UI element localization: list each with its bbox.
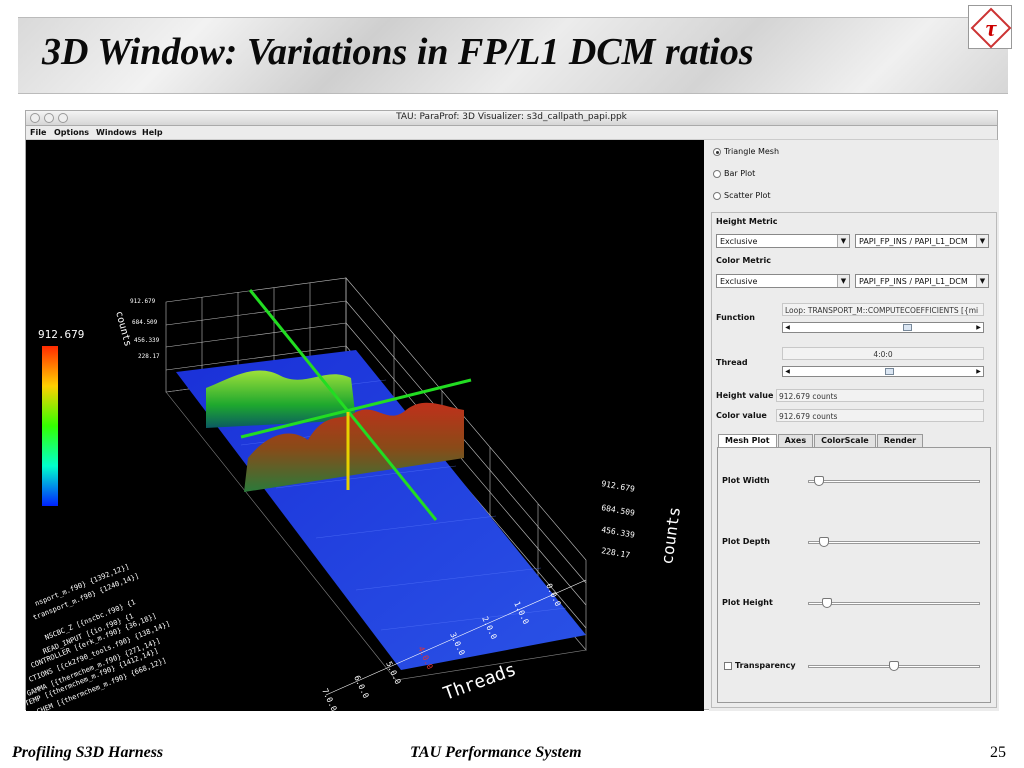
close-window-icon[interactable]: [30, 113, 40, 123]
legend-max-label: 912.679: [38, 328, 84, 341]
surface-peak-green: [206, 370, 356, 428]
slider-knob[interactable]: [818, 537, 829, 547]
tau-logo-icon: τ: [968, 5, 1012, 49]
left-axis-title: counts: [113, 310, 133, 348]
3d-scene: 912.679 912.679 684.509 456.339 228.17 c…: [26, 277, 684, 711]
radio-empty-icon: [713, 169, 721, 178]
arrow-right-icon: ▶: [976, 368, 981, 375]
right-tick-label: 228.17: [601, 546, 631, 560]
chevron-down-icon: ▼: [976, 275, 988, 287]
window-titlebar: TAU: ParaProf: 3D Visualizer: s3d_callpa…: [26, 111, 997, 126]
settings-tabs: Mesh Plot Axes ColorScale Render: [718, 434, 924, 447]
chevron-down-icon: ▼: [837, 275, 849, 287]
thread-tick-label: 6.0.0: [352, 674, 370, 700]
minimize-window-icon[interactable]: [44, 113, 54, 123]
plot-depth-label: Plot Depth: [722, 537, 771, 546]
thread-field: 4:0:0: [782, 347, 984, 360]
menu-help[interactable]: Help: [142, 128, 163, 137]
function-scrollbar[interactable]: ◀ ▶: [782, 322, 984, 333]
mesh-plot-tab-body: Plot Width Plot Depth Plot Height Transp…: [717, 447, 991, 703]
right-tick-label: 912.679: [601, 479, 636, 494]
function-axis-labels: NSCBC_Z [{nscbc.f90} {1 READ_INPUT [{io.…: [26, 563, 171, 711]
color-legend: [42, 346, 58, 506]
tab-axes[interactable]: Axes: [777, 434, 814, 447]
slide-title: 3D Window: Variations in FP/L1 DCM ratio…: [42, 31, 754, 73]
window-title: TAU: ParaProf: 3D Visualizer: s3d_callpa…: [396, 112, 627, 122]
function-field: Loop: TRANSPORT_M::COMPUTECOEFFICIENTS […: [782, 303, 984, 316]
tab-colorscale[interactable]: ColorScale: [814, 434, 876, 447]
height-value-type-select[interactable]: Exclusive ▼: [716, 234, 850, 248]
function-label: Function: [716, 313, 755, 322]
plot-depth-slider[interactable]: [808, 537, 980, 547]
color-value-label: Color value: [716, 411, 767, 420]
radio-triangle-mesh[interactable]: Triangle Mesh: [713, 147, 779, 156]
chevron-down-icon: ▼: [837, 235, 849, 247]
settings-group: Height Metric Exclusive ▼ PAPI_FP_INS / P…: [711, 212, 997, 708]
radio-empty-icon: [713, 191, 721, 200]
menu-bar: File Options Windows Help: [26, 126, 997, 140]
transparency-slider[interactable]: [808, 661, 980, 671]
plot-width-label: Plot Width: [722, 476, 770, 485]
tab-mesh-plot[interactable]: Mesh Plot: [718, 434, 777, 447]
height-value-label: Height value: [716, 391, 774, 400]
right-tick-label: 456.339: [601, 525, 636, 540]
color-value-type-select[interactable]: Exclusive ▼: [716, 274, 850, 288]
height-metric-select[interactable]: PAPI_FP_INS / PAPI_L1_DCM ▼: [855, 234, 989, 248]
surface-floor: [176, 350, 586, 670]
left-tick-label: 684.509: [132, 319, 158, 326]
menu-file[interactable]: File: [30, 128, 47, 137]
footer-left: Profiling S3D Harness: [12, 744, 164, 761]
plot-width-slider[interactable]: [808, 476, 980, 486]
chevron-down-icon: ▼: [976, 235, 988, 247]
arrow-left-icon: ◀: [785, 368, 790, 375]
color-metric-select[interactable]: PAPI_FP_INS / PAPI_L1_DCM ▼: [855, 274, 989, 288]
footer-center: TAU Performance System: [410, 744, 582, 761]
arrow-left-icon: ◀: [785, 324, 790, 331]
thread-axis-title: Threads: [441, 659, 519, 705]
arrow-right-icon: ▶: [976, 324, 981, 331]
transparency-checkbox[interactable]: Transparency: [724, 661, 796, 670]
zoom-window-icon[interactable]: [58, 113, 68, 123]
checkbox-icon[interactable]: [724, 661, 732, 670]
thread-label: Thread: [716, 358, 748, 367]
page-number: 25: [990, 744, 1006, 761]
thread-scrollbar[interactable]: ◀ ▶: [782, 366, 984, 377]
left-tick-label: 912.679: [130, 298, 156, 305]
color-metric-label: Color Metric: [716, 256, 771, 265]
scroll-thumb[interactable]: [903, 324, 912, 331]
tab-render[interactable]: Render: [876, 434, 924, 447]
color-value-field: 912.679 counts: [776, 409, 984, 422]
slider-knob[interactable]: [889, 661, 899, 671]
crosshair-function-line: [248, 289, 438, 521]
3d-canvas[interactable]: 912.679 912.679 684.509 456.339 228.17 c…: [26, 140, 704, 711]
right-axis: 912.679 684.509 456.339 228.17 counts: [601, 479, 684, 565]
control-panel: Triangle Mesh Bar Plot Scatter Plot Heig…: [709, 140, 999, 711]
crosshair-thread-line: [240, 378, 472, 439]
scroll-thumb[interactable]: [885, 368, 894, 375]
height-metric-label: Height Metric: [716, 217, 778, 226]
height-value-field: 912.679 counts: [776, 389, 984, 402]
radio-bar-plot[interactable]: Bar Plot: [713, 169, 755, 178]
menu-windows[interactable]: Windows: [96, 128, 137, 137]
left-tick-label: 456.339: [134, 337, 160, 344]
plot-height-slider[interactable]: [808, 598, 980, 608]
plot-height-label: Plot Height: [722, 598, 773, 607]
surface-peak-red: [244, 402, 464, 492]
menu-options[interactable]: Options: [54, 128, 90, 137]
title-banner: [18, 17, 1008, 94]
svg-text:τ: τ: [986, 16, 998, 42]
radio-scatter-plot[interactable]: Scatter Plot: [713, 191, 770, 200]
slider-knob[interactable]: [813, 476, 824, 486]
visualizer-window: TAU: ParaProf: 3D Visualizer: s3d_callpa…: [25, 110, 999, 711]
left-tick-label: 228.17: [138, 353, 160, 360]
slider-knob[interactable]: [821, 598, 832, 608]
left-axis: 912.679 684.509 456.339 228.17 counts: [113, 298, 160, 360]
right-tick-label: 684.509: [601, 503, 636, 518]
right-axis-title: counts: [657, 506, 684, 566]
radio-selected-icon: [713, 147, 721, 156]
